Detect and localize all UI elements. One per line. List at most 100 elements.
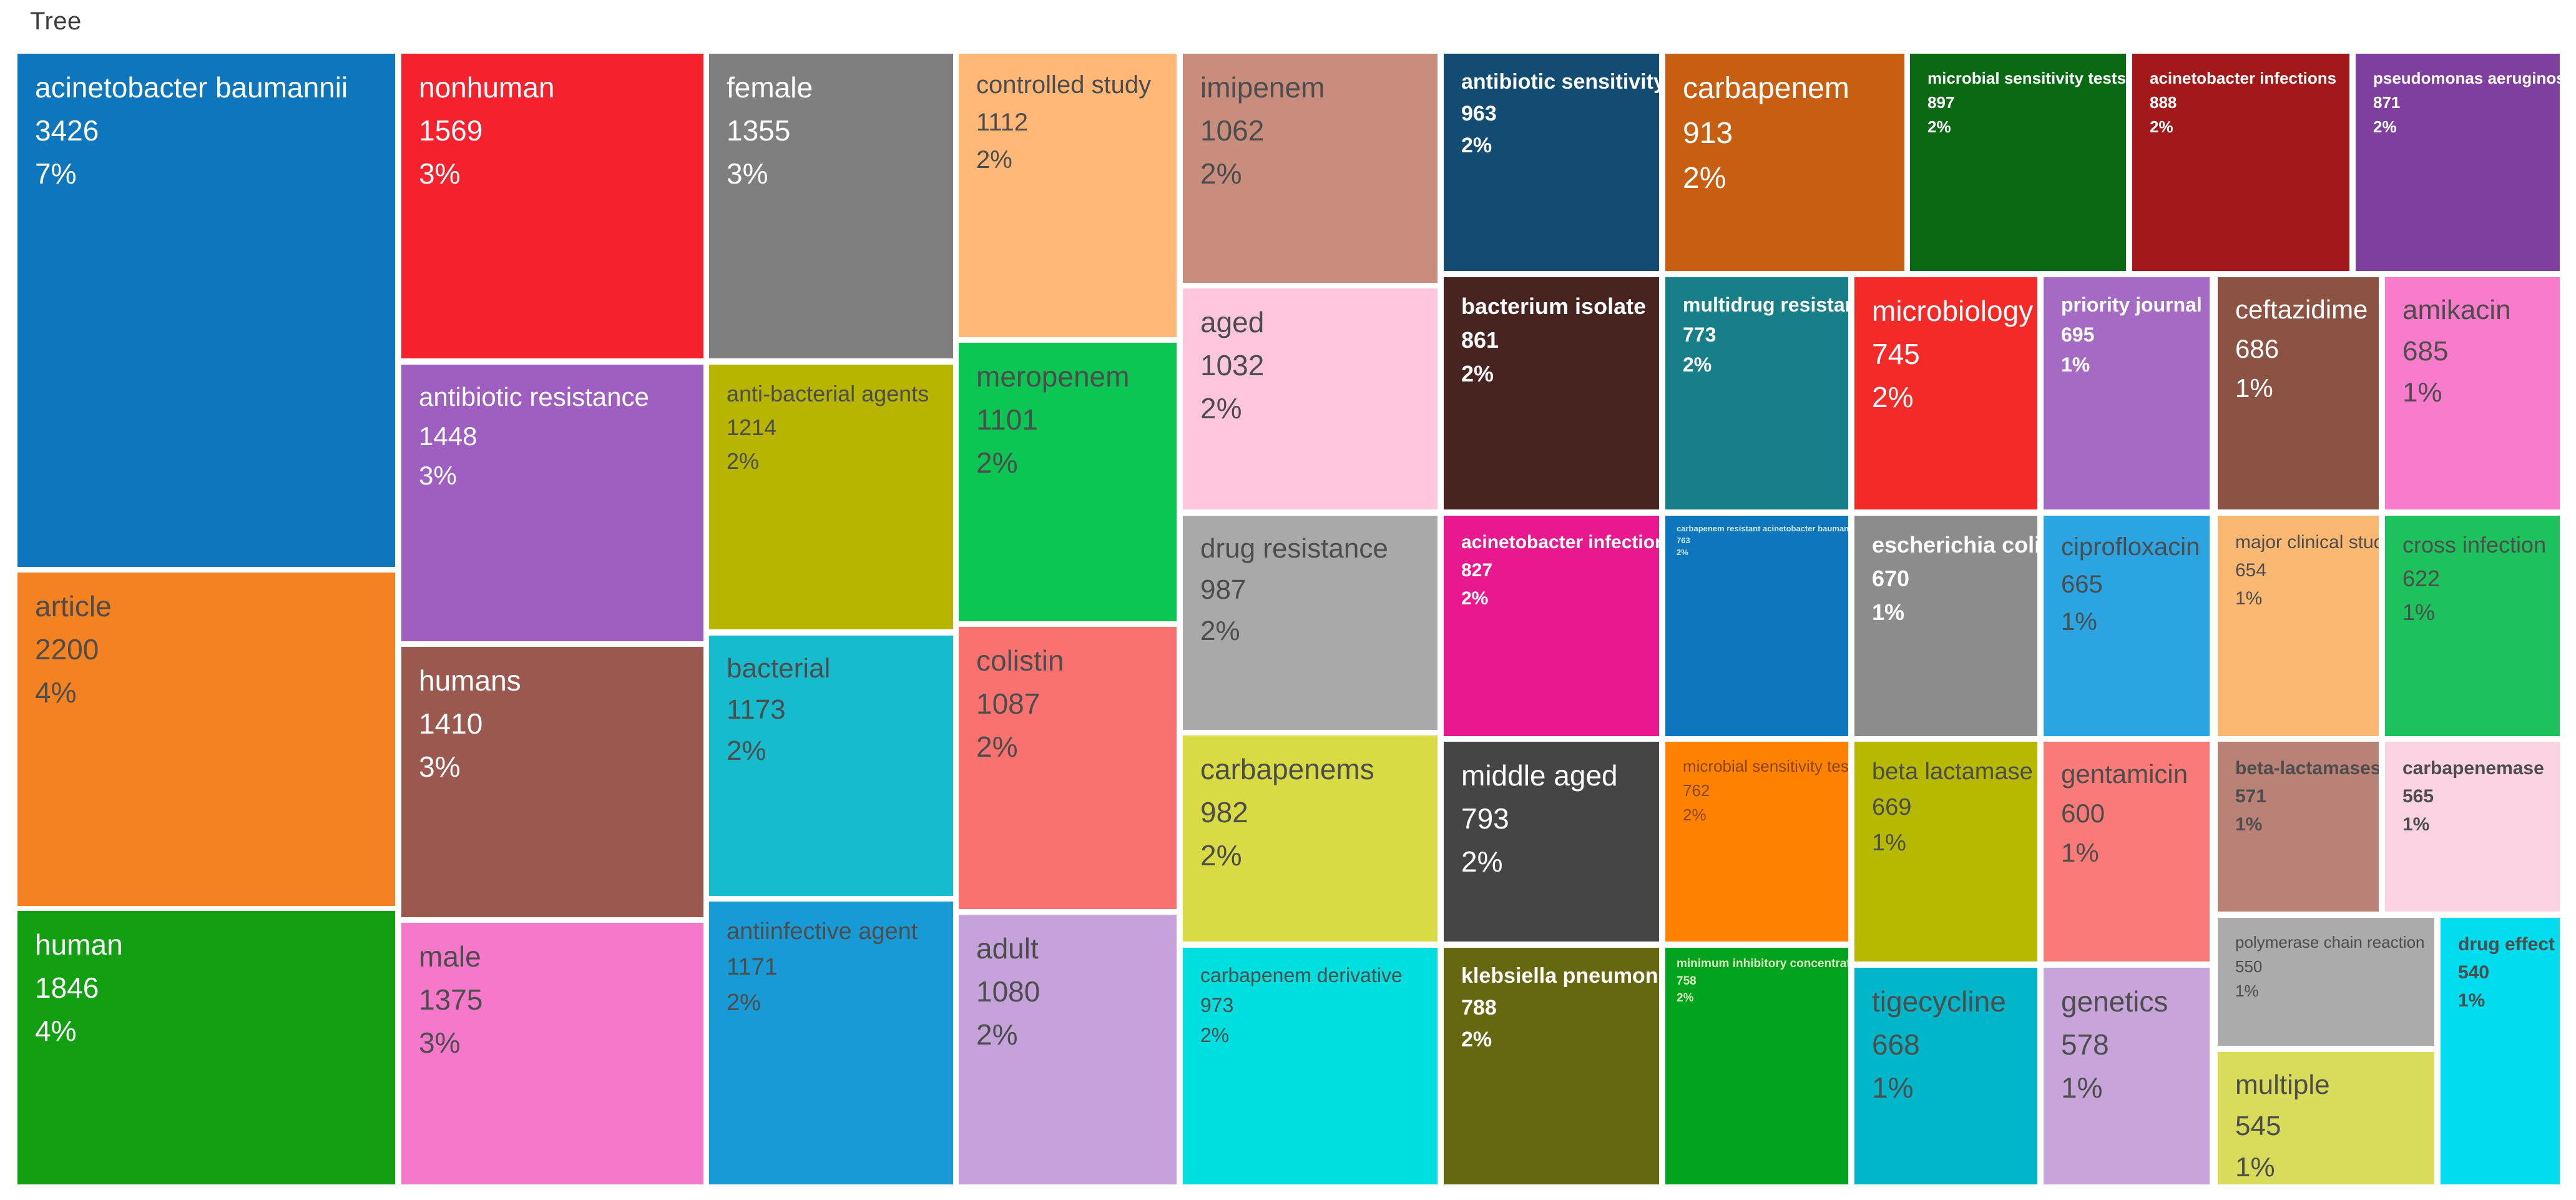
tile-label: aged [1200,306,1265,338]
tile-value: 578 [2061,1028,2109,1061]
tile-value: 1101 [976,403,1038,436]
tile-label: microbial sensitivity tests [1927,69,2126,87]
treemap-tile-cross-infection[interactable]: cross infection 622 1% [2385,516,2560,736]
tile-label: beta lactamase [1872,759,2033,785]
treemap-tile-ciprofloxacin[interactable]: ciprofloxacin 665 1% [2044,516,2210,736]
treemap-tile-article[interactable]: article 2200 4% [17,573,395,906]
treemap-tile-carbapenem[interactable]: carbapenem 913 2% [1665,54,1904,271]
tile-value: 1032 [1200,349,1265,381]
tile-percent: 2% [1200,839,1242,872]
treemap-tile-major-clinical-study[interactable]: major clinical study 654 1% [2218,516,2379,736]
treemap-tile-amikacin[interactable]: amikacin 685 1% [2385,277,2560,509]
tile-percent: 2% [1683,353,1712,376]
tile-percent: 3% [727,157,768,190]
treemap-tile-minimum-inhibitory-concentration[interactable]: minimum inhibitory concentration 758 2% [1665,948,1848,1184]
treemap-tile-aged[interactable]: aged 1032 2% [1183,288,1437,509]
treemap-tile-microbiology[interactable]: microbiology 745 2% [1854,277,2037,509]
tile-label: female [727,71,813,104]
treemap-tile-colistin[interactable]: colistin 1087 2% [959,627,1177,909]
tile-percent: 2% [976,146,1012,174]
tile-value: 763 [1677,535,1690,545]
tile-label: carbapenem derivative [1200,964,1403,986]
tile-label: ceftazidime [2235,295,2368,324]
treemap-tile-adult[interactable]: adult 1080 2% [959,915,1177,1184]
treemap-tile-acinetobacter-infection[interactable]: acinetobacter infection 827 2% [1444,516,1659,736]
tile-label: male [419,940,481,973]
treemap-tile-acinetobacter-infections[interactable]: acinetobacter infections 888 2% [2132,54,2349,271]
treemap-tile-bacterium-isolate[interactable]: bacterium isolate 861 2% [1444,277,1659,509]
treemap-tile-humans[interactable]: humans 1410 3% [401,647,703,917]
treemap-tile-gentamicin[interactable]: gentamicin 600 1% [2044,742,2210,961]
treemap-tile-klebsiella-pneumoniae[interactable]: klebsiella pneumoniae 788 2% [1444,948,1659,1184]
tile-value: 622 [2402,566,2441,591]
tile-percent: 4% [35,676,77,709]
treemap-tile-multidrug-resistance[interactable]: multidrug resistance 773 2% [1665,277,1848,509]
tile-percent: 2% [976,730,1018,763]
tile-label: meropenem [976,360,1130,393]
tile-value: 973 [1200,994,1234,1016]
treemap-tile-acinetobacter-baumannii[interactable]: acinetobacter baumannii 3426 7% [17,54,395,567]
treemap-tile-carbapenems[interactable]: carbapenems 982 2% [1183,735,1437,942]
treemap-tile-pseudomonas-aeruginosa[interactable]: pseudomonas aeruginosa 871 2% [2356,54,2560,271]
treemap-tile-antibiotic-sensitivity[interactable]: antibiotic sensitivity 963 2% [1444,54,1659,271]
tile-percent: 2% [2150,117,2173,136]
tile-value: 670 [1872,566,1910,591]
tile-percent: 2% [727,735,766,766]
treemap-tile-multiple[interactable]: multiple 545 1% [2218,1052,2434,1184]
treemap-tile-beta-lactamases[interactable]: beta-lactamases 571 1% [2218,742,2379,912]
tile-percent: 1% [2061,608,2097,636]
tile-value: 3426 [35,114,99,147]
tile-percent: 3% [419,461,457,490]
tile-percent: 2% [727,990,761,1016]
treemap-tile-drug-effect[interactable]: drug effect 540 1% [2441,918,2560,1184]
tile-label: multidrug resistance [1683,293,1848,316]
treemap-tile-priority-journal[interactable]: priority journal 695 1% [2044,277,2210,509]
treemap-tile-microbial-sensitivity-test[interactable]: microbial sensitivity test 762 2% [1665,742,1848,942]
treemap-tile-middle-aged[interactable]: middle aged 793 2% [1444,742,1659,942]
tile-value: 827 [1461,560,1493,581]
treemap-tile-antiinfective-agent[interactable]: antiinfective agent 1171 2% [709,902,953,1184]
treemap-tile-carbapenemase[interactable]: carbapenemase 565 1% [2385,742,2560,912]
tile-label: human [35,928,123,961]
tile-label: adult [976,932,1039,965]
tile-percent: 4% [35,1015,77,1047]
tile-label: carbapenemase [2402,758,2544,779]
treemap-tile-anti-bacterial-agents[interactable]: anti-bacterial agents 1214 2% [709,365,953,629]
treemap-tile-antibiotic-resistance[interactable]: antibiotic resistance 1448 3% [401,365,703,641]
tile-value: 745 [1872,338,1920,370]
treemap-tile-male[interactable]: male 1375 3% [401,923,703,1184]
treemap-tile-polymerase-chain-reaction[interactable]: polymerase chain reaction 550 1% [2218,918,2434,1046]
treemap-tile-bacterial[interactable]: bacterial 1173 2% [709,636,953,896]
tile-value: 686 [2235,334,2280,363]
treemap-tile-female[interactable]: female 1355 3% [709,54,953,358]
treemap-tile-carbapenem-resistant-acinetobacter-baumannii[interactable]: carbapenem resistant acinetobacter bauma… [1665,516,1848,736]
treemap-tile-microbial-sensitivity-tests[interactable]: microbial sensitivity tests 897 2% [1910,54,2126,271]
treemap-tile-controlled-study[interactable]: controlled study 1112 2% [959,54,1177,337]
tile-percent: 2% [1200,392,1242,425]
tile-value: 987 [1200,574,1246,605]
treemap-tile-nonhuman[interactable]: nonhuman 1569 3% [401,54,703,358]
treemap-tile-genetics[interactable]: genetics 578 1% [2044,968,2210,1184]
tile-percent: 1% [2402,377,2442,408]
treemap-tile-ceftazidime[interactable]: ceftazidime 686 1% [2218,277,2379,509]
tile-value: 1112 [976,109,1029,136]
tile-percent: 1% [2235,981,2259,1000]
tile-percent: 1% [2061,838,2099,867]
treemap-tile-meropenem[interactable]: meropenem 1101 2% [959,343,1177,621]
tile-label: carbapenem resistant acinetobacter bauma… [1677,524,1848,533]
treemap-tile-escherichia-coli[interactable]: escherichia coli 670 1% [1854,516,2037,736]
tile-percent: 1% [1872,830,1906,856]
treemap-tile-carbapenem-derivative[interactable]: carbapenem derivative 973 2% [1183,948,1437,1184]
tile-value: 668 [1872,1028,1920,1061]
tile-label: amikacin [2402,295,2511,325]
tile-value: 685 [2402,336,2449,366]
treemap-tile-tigecycline[interactable]: tigecycline 668 1% [1854,968,2037,1184]
tile-value: 1173 [727,694,786,725]
treemap-tile-beta-lactamase[interactable]: beta lactamase 669 1% [1854,742,2037,961]
treemap-tile-imipenem[interactable]: imipenem 1062 2% [1183,54,1437,283]
tile-percent: 2% [1927,117,1951,136]
treemap-tile-human[interactable]: human 1846 4% [17,911,395,1184]
tile-label: acinetobacter baumannii [35,71,348,104]
tile-value: 773 [1683,323,1717,346]
treemap-tile-drug-resistance[interactable]: drug resistance 987 2% [1183,516,1437,730]
